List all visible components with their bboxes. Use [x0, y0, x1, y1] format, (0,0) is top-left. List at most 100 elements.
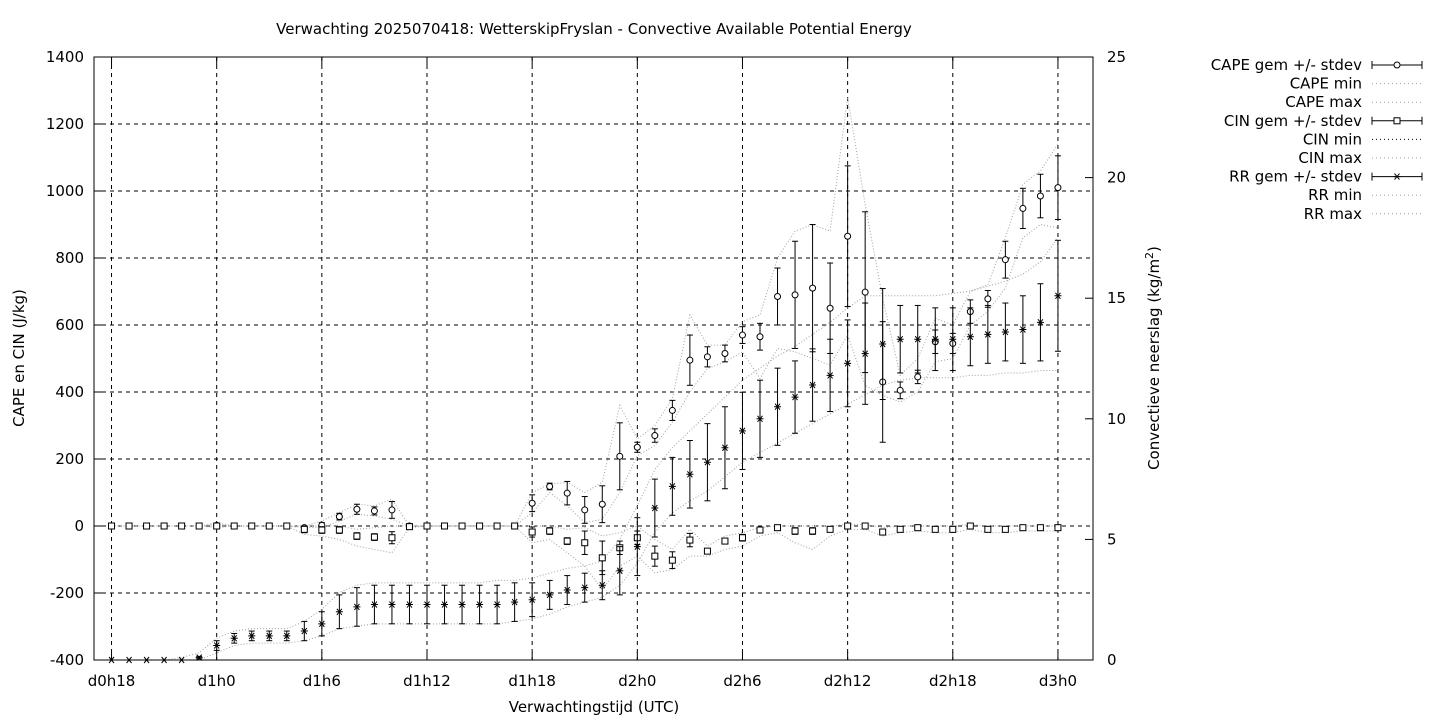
data-point	[598, 500, 606, 508]
data-point	[405, 601, 413, 608]
y2-axis-label: Convectieve neerslag (kg/m2)	[1143, 246, 1164, 470]
data-point	[791, 527, 799, 535]
y2-tick-label: 5	[1107, 530, 1117, 548]
chart-title: Verwachting 2025070418: WetterskipFrysla…	[276, 20, 912, 38]
data-point	[791, 393, 799, 401]
data-point	[738, 331, 746, 339]
data-point	[931, 525, 939, 533]
data-point	[931, 335, 939, 343]
data-point	[774, 524, 782, 532]
data-point	[896, 386, 904, 394]
data-point	[563, 537, 571, 545]
data-point	[213, 642, 221, 649]
series-cape-max	[111, 97, 1059, 527]
data-point	[616, 452, 624, 460]
data-point	[563, 586, 571, 594]
y-tick-label: -200	[50, 584, 84, 602]
grid-lines	[94, 57, 1093, 660]
data-point	[143, 522, 151, 530]
y-axis-label: CAPE en CIN (J/kg)	[10, 289, 28, 427]
data-point	[265, 522, 273, 530]
series-rr-gem-stdev	[108, 239, 1062, 664]
data-point	[1036, 524, 1044, 532]
data-point	[861, 288, 869, 296]
data-point	[721, 349, 729, 357]
data-point	[441, 522, 449, 530]
data-point	[879, 528, 887, 536]
data-point	[914, 335, 922, 343]
data-point	[493, 522, 501, 530]
data-point	[546, 591, 554, 599]
data-point	[353, 603, 361, 611]
data-point	[1054, 524, 1062, 532]
data-point	[1036, 192, 1044, 200]
x-axis-label: Verwachtingstijd (UTC)	[509, 698, 680, 716]
legend-label: CAPE min	[1290, 75, 1362, 93]
y-tick-label: -400	[50, 651, 84, 669]
data-point	[861, 350, 869, 357]
data-point	[423, 601, 431, 608]
legend-label: CAPE gem +/- stdev	[1211, 56, 1362, 74]
data-point	[335, 608, 343, 616]
data-point	[809, 381, 817, 389]
data-point	[546, 527, 554, 535]
data-point	[458, 601, 466, 608]
data-point	[738, 534, 746, 542]
data-point	[844, 360, 852, 367]
data-point	[370, 507, 378, 515]
data-point	[370, 601, 378, 608]
data-point	[318, 526, 326, 534]
legend-label: CIN gem +/- stdev	[1224, 112, 1362, 130]
y2-tick-label: 0	[1107, 651, 1117, 669]
data-point	[423, 522, 431, 530]
data-point	[896, 525, 904, 533]
data-point	[984, 331, 992, 338]
data-point	[335, 526, 343, 534]
legend-label: RR min	[1308, 186, 1362, 204]
data-point	[949, 335, 957, 343]
data-point	[1001, 256, 1009, 264]
data-point	[388, 601, 396, 608]
data-point	[335, 513, 343, 521]
data-point	[774, 293, 782, 301]
y2-tick-label: 10	[1107, 410, 1126, 428]
y-tick-label: 0	[74, 517, 84, 535]
data-point	[738, 427, 746, 435]
legend-marker	[1393, 173, 1401, 180]
data-point	[1054, 184, 1062, 192]
data-point	[563, 489, 571, 497]
x-tick-label: d2h6	[723, 672, 761, 690]
data-point	[651, 504, 659, 512]
axis-ticks: -400 -200 0 200 400 600 800 1000 1200 1400 0 5 10 15 2…	[46, 48, 1126, 690]
data-point	[756, 526, 764, 534]
data-point	[598, 554, 606, 562]
data-point	[809, 527, 817, 535]
data-point	[914, 373, 922, 381]
data-point	[651, 552, 659, 560]
x-tick-label: d2h18	[929, 672, 977, 690]
data-point	[265, 632, 273, 640]
data-point	[668, 406, 676, 414]
y2-axis-label-sup: 2	[1143, 252, 1156, 259]
y-tick-label: 600	[55, 316, 84, 334]
series-layer	[108, 97, 1062, 664]
data-point	[686, 470, 694, 478]
x-tick-label: d3h0	[1039, 672, 1077, 690]
data-point	[511, 598, 519, 606]
y-tick-label: 1000	[46, 182, 84, 200]
data-point	[458, 522, 466, 530]
legend-label: CIN max	[1298, 149, 1362, 167]
data-point	[826, 525, 834, 533]
data-point	[476, 522, 484, 530]
data-point	[300, 525, 308, 533]
data-point	[1019, 204, 1027, 212]
legend-marker	[1393, 61, 1401, 69]
data-point	[248, 632, 256, 640]
data-point	[353, 532, 361, 540]
data-point	[984, 525, 992, 533]
data-point	[353, 505, 361, 513]
data-point	[826, 304, 834, 312]
x-tick-label: d0h18	[88, 672, 136, 690]
